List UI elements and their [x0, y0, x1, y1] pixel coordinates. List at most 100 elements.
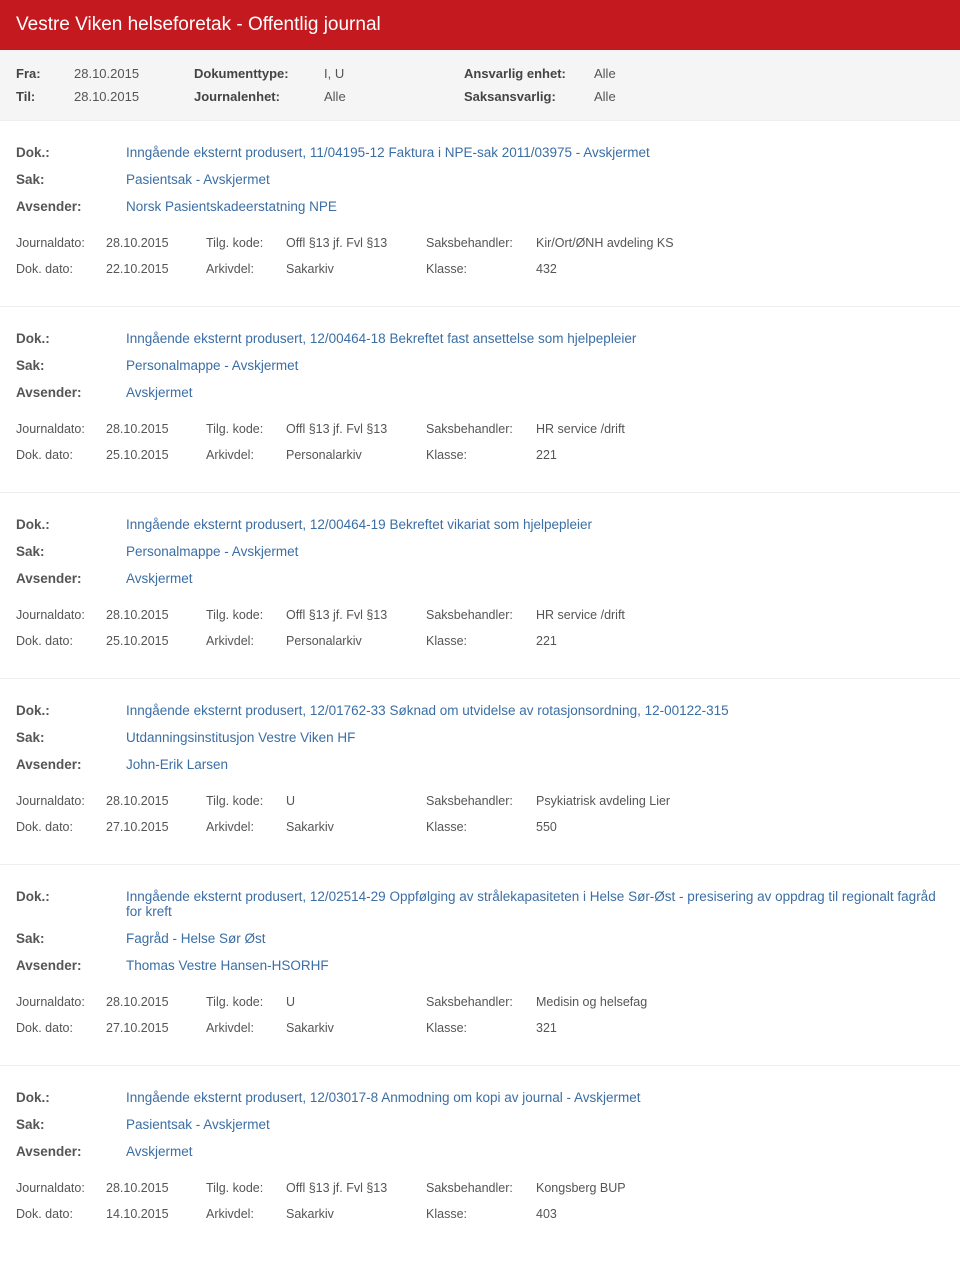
avsender-value: Avskjermet	[126, 565, 944, 592]
arkivdel-label: Arkivdel:	[206, 442, 286, 468]
saksbehandler-label: Saksbehandler:	[426, 230, 536, 256]
journaldato-value: 28.10.2015	[106, 1175, 206, 1201]
journal-entry: Dok.:Inngående eksternt produsert, 12/01…	[0, 678, 960, 864]
sak-label: Sak:	[16, 352, 126, 379]
journaldato-label: Journaldato:	[16, 1175, 106, 1201]
dokdato-value: 27.10.2015	[106, 814, 206, 840]
avsender-label: Avsender:	[16, 952, 126, 979]
til-value: 28.10.2015	[74, 85, 194, 108]
avsender-label: Avsender:	[16, 1138, 126, 1165]
sak-label: Sak:	[16, 1111, 126, 1138]
dok-label: Dok.:	[16, 139, 126, 166]
fra-value: 28.10.2015	[74, 62, 194, 85]
klasse-label: Klasse:	[426, 256, 536, 282]
journaldato-value: 28.10.2015	[106, 989, 206, 1015]
avsender-value: Norsk Pasientskadeerstatning NPE	[126, 193, 944, 220]
sak-label: Sak:	[16, 166, 126, 193]
avsender-label: Avsender:	[16, 193, 126, 220]
saksbehandler-label: Saksbehandler:	[426, 1175, 536, 1201]
klasse-label: Klasse:	[426, 1201, 536, 1227]
dokdato-value: 22.10.2015	[106, 256, 206, 282]
avsender-value: Thomas Vestre Hansen-HSORHF	[126, 952, 944, 979]
tilgkode-value: Offl §13 jf. Fvl §13	[286, 230, 426, 256]
saksbehandler-value: Kongsberg BUP	[536, 1175, 944, 1201]
dok-value: Inngående eksternt produsert, 12/03017-8…	[126, 1084, 944, 1111]
arkivdel-value: Sakarkiv	[286, 256, 426, 282]
dok-value: Inngående eksternt produsert, 12/00464-1…	[126, 325, 944, 352]
journaldato-label: Journaldato:	[16, 230, 106, 256]
arkivdel-label: Arkivdel:	[206, 814, 286, 840]
saksbehandler-value: Medisin og helsefag	[536, 989, 944, 1015]
sak-value: Fagråd - Helse Sør Øst	[126, 925, 944, 952]
saksansvarlig-value: Alle	[594, 85, 944, 108]
dokdato-value: 27.10.2015	[106, 1015, 206, 1041]
journaldato-label: Journaldato:	[16, 416, 106, 442]
dokdato-label: Dok. dato:	[16, 814, 106, 840]
avsender-value: Avskjermet	[126, 379, 944, 406]
page-title: Vestre Viken helseforetak - Offentlig jo…	[0, 0, 960, 50]
tilgkode-value: U	[286, 788, 426, 814]
arkivdel-value: Sakarkiv	[286, 1201, 426, 1227]
dok-label: Dok.:	[16, 325, 126, 352]
doktype-value: I, U	[324, 62, 464, 85]
doktype-label: Dokumenttype:	[194, 62, 324, 85]
journalenhet-label: Journalenhet:	[194, 85, 324, 108]
arkivdel-value: Personalarkiv	[286, 628, 426, 654]
sak-value: Utdanningsinstitusjon Vestre Viken HF	[126, 724, 944, 751]
journaldato-value: 28.10.2015	[106, 230, 206, 256]
tilgkode-label: Tilg. kode:	[206, 989, 286, 1015]
journaldato-value: 28.10.2015	[106, 416, 206, 442]
sak-value: Pasientsak - Avskjermet	[126, 166, 944, 193]
tilgkode-label: Tilg. kode:	[206, 230, 286, 256]
avsender-label: Avsender:	[16, 379, 126, 406]
avsender-value: John-Erik Larsen	[126, 751, 944, 778]
arkivdel-value: Sakarkiv	[286, 814, 426, 840]
dokdato-value: 25.10.2015	[106, 442, 206, 468]
sak-label: Sak:	[16, 925, 126, 952]
dokdato-value: 14.10.2015	[106, 1201, 206, 1227]
tilgkode-label: Tilg. kode:	[206, 788, 286, 814]
klasse-label: Klasse:	[426, 1015, 536, 1041]
klasse-label: Klasse:	[426, 814, 536, 840]
dokdato-label: Dok. dato:	[16, 442, 106, 468]
fra-label: Fra:	[16, 62, 74, 85]
saksbehandler-label: Saksbehandler:	[426, 788, 536, 814]
tilgkode-label: Tilg. kode:	[206, 1175, 286, 1201]
dokdato-label: Dok. dato:	[16, 1015, 106, 1041]
dok-label: Dok.:	[16, 1084, 126, 1111]
arkivdel-label: Arkivdel:	[206, 628, 286, 654]
sak-label: Sak:	[16, 724, 126, 751]
saksbehandler-value: Psykiatrisk avdeling Lier	[536, 788, 944, 814]
dok-label: Dok.:	[16, 883, 126, 925]
journal-entry: Dok.:Inngående eksternt produsert, 11/04…	[0, 120, 960, 306]
arkivdel-value: Personalarkiv	[286, 442, 426, 468]
tilgkode-value: Offl §13 jf. Fvl §13	[286, 1175, 426, 1201]
arkivdel-label: Arkivdel:	[206, 1015, 286, 1041]
journal-entry: Dok.:Inngående eksternt produsert, 12/00…	[0, 306, 960, 492]
arkivdel-label: Arkivdel:	[206, 256, 286, 282]
klasse-value: 403	[536, 1201, 944, 1227]
dokdato-label: Dok. dato:	[16, 628, 106, 654]
sak-value: Personalmappe - Avskjermet	[126, 538, 944, 565]
dok-value: Inngående eksternt produsert, 12/01762-3…	[126, 697, 944, 724]
dok-value: Inngående eksternt produsert, 11/04195-1…	[126, 139, 944, 166]
dok-value: Inngående eksternt produsert, 12/00464-1…	[126, 511, 944, 538]
journaldato-value: 28.10.2015	[106, 788, 206, 814]
arkivdel-value: Sakarkiv	[286, 1015, 426, 1041]
journaldato-label: Journaldato:	[16, 788, 106, 814]
klasse-label: Klasse:	[426, 442, 536, 468]
klasse-value: 221	[536, 628, 944, 654]
tilgkode-label: Tilg. kode:	[206, 416, 286, 442]
saksansvarlig-label: Saksansvarlig:	[464, 85, 594, 108]
avsender-label: Avsender:	[16, 565, 126, 592]
journaldato-value: 28.10.2015	[106, 602, 206, 628]
ansvarlig-label: Ansvarlig enhet:	[464, 62, 594, 85]
tilgkode-value: Offl §13 jf. Fvl §13	[286, 416, 426, 442]
til-label: Til:	[16, 85, 74, 108]
ansvarlig-value: Alle	[594, 62, 944, 85]
dok-label: Dok.:	[16, 697, 126, 724]
sak-label: Sak:	[16, 538, 126, 565]
dok-label: Dok.:	[16, 511, 126, 538]
saksbehandler-value: HR service /drift	[536, 602, 944, 628]
journaldato-label: Journaldato:	[16, 602, 106, 628]
